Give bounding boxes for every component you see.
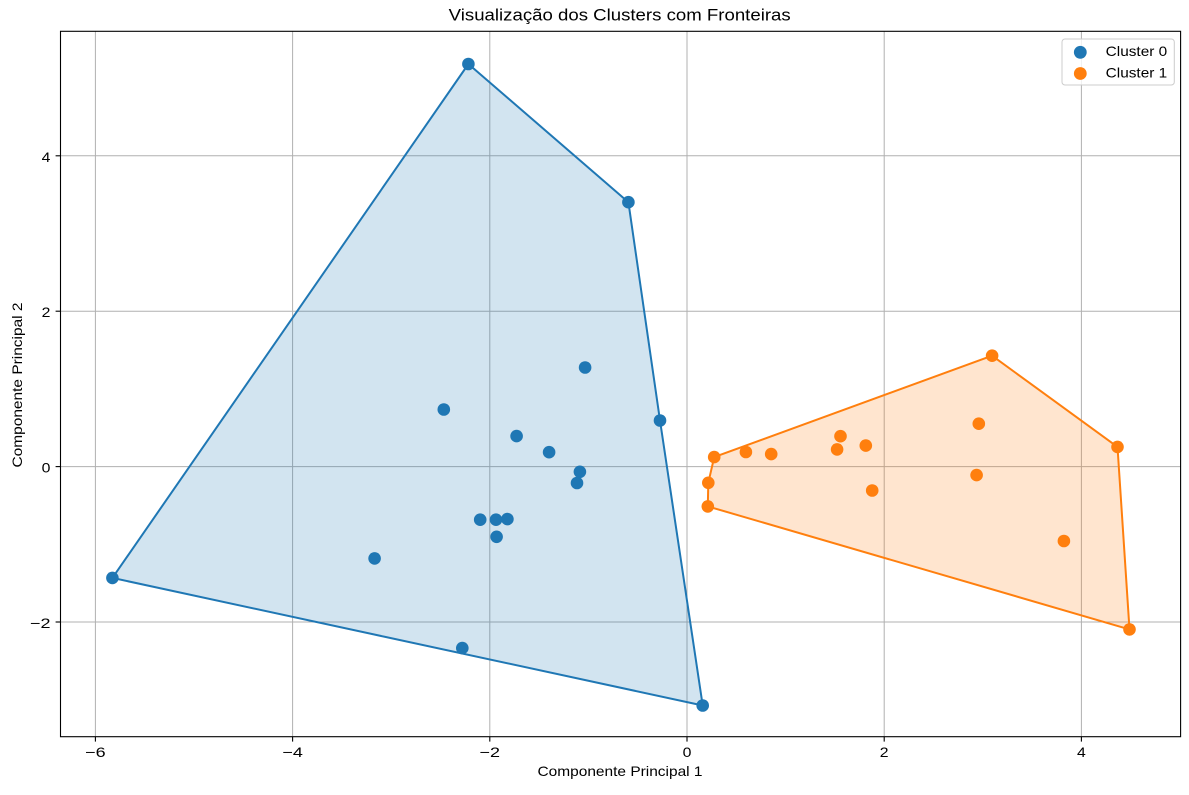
svg-text:4: 4 (42, 149, 51, 165)
svg-text:Componente Principal 1: Componente Principal 1 (538, 763, 703, 779)
svg-text:4: 4 (1077, 744, 1086, 760)
svg-text:Visualização dos Clusters com: Visualização dos Clusters com Fronteiras (449, 6, 791, 25)
svg-text:−2: −2 (480, 744, 501, 760)
svg-text:2: 2 (880, 744, 889, 760)
svg-text:0: 0 (42, 460, 51, 476)
svg-text:−4: −4 (282, 744, 303, 760)
svg-text:−6: −6 (85, 744, 106, 760)
svg-text:Componente Principal 2: Componente Principal 2 (9, 302, 25, 467)
svg-text:0: 0 (683, 744, 692, 760)
svg-text:2: 2 (42, 304, 51, 320)
svg-text:−2: −2 (30, 615, 51, 631)
svg-text:Cluster 1: Cluster 1 (1106, 64, 1168, 80)
svg-text:Cluster 0: Cluster 0 (1106, 43, 1168, 59)
